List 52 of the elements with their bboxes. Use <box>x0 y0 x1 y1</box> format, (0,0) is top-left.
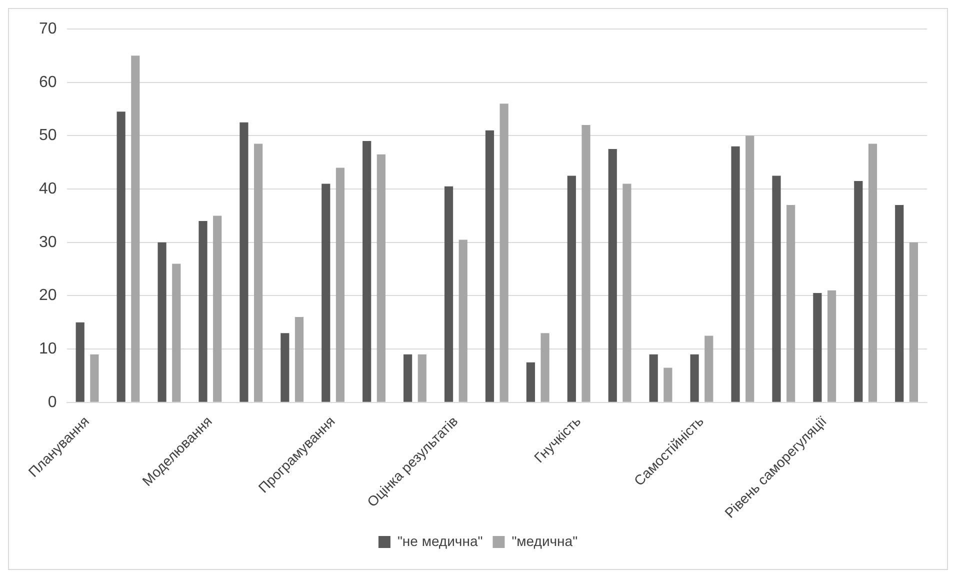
bar <box>485 130 494 402</box>
bar <box>909 242 918 402</box>
bar <box>786 205 796 402</box>
bar <box>240 122 248 402</box>
bar <box>294 317 304 402</box>
bar <box>90 354 99 402</box>
bar <box>813 293 822 402</box>
bar <box>198 221 208 402</box>
bar <box>854 181 863 402</box>
bar <box>213 216 222 402</box>
bar <box>158 242 166 402</box>
bar <box>458 240 468 402</box>
bar <box>280 333 290 402</box>
bar <box>772 176 781 402</box>
bar <box>376 154 386 402</box>
bar <box>868 144 878 402</box>
y-tick-label: 50 <box>39 127 57 144</box>
y-tick-label: 60 <box>39 74 57 91</box>
bar <box>827 290 836 402</box>
bar <box>116 112 126 402</box>
bar <box>322 184 330 402</box>
bar <box>404 354 412 402</box>
bar <box>336 168 345 402</box>
bar <box>444 186 454 402</box>
y-tick-label: 20 <box>39 287 57 304</box>
y-tick-label: 40 <box>39 180 57 198</box>
bar <box>746 136 754 402</box>
legend-label: "не медична" <box>397 532 483 549</box>
y-tick-label: 10 <box>39 340 57 358</box>
bar <box>76 322 84 402</box>
bar <box>172 264 181 402</box>
legend-label: "медична" <box>512 532 578 549</box>
bar <box>608 149 617 402</box>
bar <box>418 354 426 402</box>
bar <box>254 144 263 402</box>
bar <box>664 368 672 402</box>
bar <box>500 104 508 402</box>
bar <box>567 176 576 402</box>
bar <box>895 205 904 402</box>
bar <box>582 125 590 402</box>
bar <box>131 56 140 402</box>
bar <box>622 184 632 402</box>
bar <box>731 146 740 402</box>
y-tick-label: 30 <box>39 234 57 251</box>
bar <box>690 354 699 402</box>
bar <box>540 333 550 402</box>
bar <box>362 141 372 402</box>
y-tick-label: 70 <box>39 20 57 38</box>
bar <box>704 336 714 402</box>
bar <box>649 354 658 402</box>
bar <box>526 362 535 402</box>
y-tick-label: 0 <box>48 394 57 411</box>
